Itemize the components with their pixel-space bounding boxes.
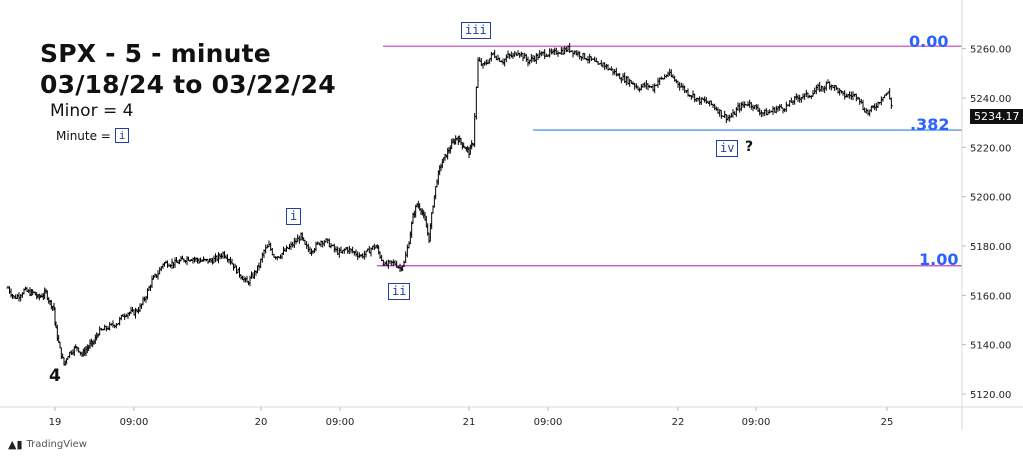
y-tick-label: 5180.00 xyxy=(970,242,1011,253)
legend-minute-prefix: Minute = xyxy=(56,128,111,143)
wave-label-iv: iv xyxy=(716,140,739,157)
wave-label-i: i xyxy=(286,208,302,225)
x-tick-label: 19 xyxy=(49,417,62,428)
chart-title-line1: SPX - 5 - minute xyxy=(40,39,271,68)
legend-minute: Minute = i xyxy=(56,128,130,143)
x-tick-label: 21 xyxy=(463,417,476,428)
legend-minor: Minor = 4 xyxy=(50,101,134,121)
chart-title-line2: 03/18/24 to 03/22/24 xyxy=(40,70,336,99)
tradingview-text: TradingView xyxy=(26,439,87,450)
x-tick-label: 22 xyxy=(672,417,685,428)
x-tick-label: 20 xyxy=(255,417,268,428)
y-tick-label: 5160.00 xyxy=(970,291,1011,302)
x-tick-label: 09:00 xyxy=(534,417,563,428)
last-price-badge: 5234.17 xyxy=(970,109,1023,124)
wave-label-iii: iii xyxy=(461,22,491,39)
fib-label-382: .382 xyxy=(910,115,950,134)
time-axis[interactable]: 19 09:00 20 09:00 21 09:00 22 09:00 25 xyxy=(49,407,894,428)
x-tick-label: 09:00 xyxy=(326,417,355,428)
y-tick-label: 5240.00 xyxy=(970,94,1011,105)
wave-label-ii: ii xyxy=(388,283,411,300)
y-tick-label: 5140.00 xyxy=(970,341,1011,352)
wave-label-minor-4: 4 xyxy=(49,366,61,386)
legend-minute-box: i xyxy=(114,128,130,143)
tradingview-watermark: ▲▮ TradingView xyxy=(8,438,87,451)
y-tick-label: 5200.00 xyxy=(970,193,1011,204)
x-tick-label: 25 xyxy=(881,417,894,428)
fib-label-1: 1.00 xyxy=(919,250,959,269)
y-tick-label: 5220.00 xyxy=(970,143,1011,154)
wave-iv-question: ? xyxy=(745,139,754,155)
x-tick-label: 09:00 xyxy=(742,417,771,428)
fib-lines xyxy=(377,45,962,267)
x-tick-label: 09:00 xyxy=(120,417,149,428)
y-tick-label: 5260.00 xyxy=(970,45,1011,56)
price-axis[interactable]: 5120.00 5140.00 5160.00 5180.00 5200.00 5220.… xyxy=(962,45,1011,401)
y-tick-label: 5120.00 xyxy=(970,390,1011,401)
ohlc-bar xyxy=(889,97,893,109)
tradingview-logo-icon: ▲▮ xyxy=(8,438,23,451)
price-bars xyxy=(6,42,893,366)
fib-label-0: 0.00 xyxy=(909,32,949,51)
